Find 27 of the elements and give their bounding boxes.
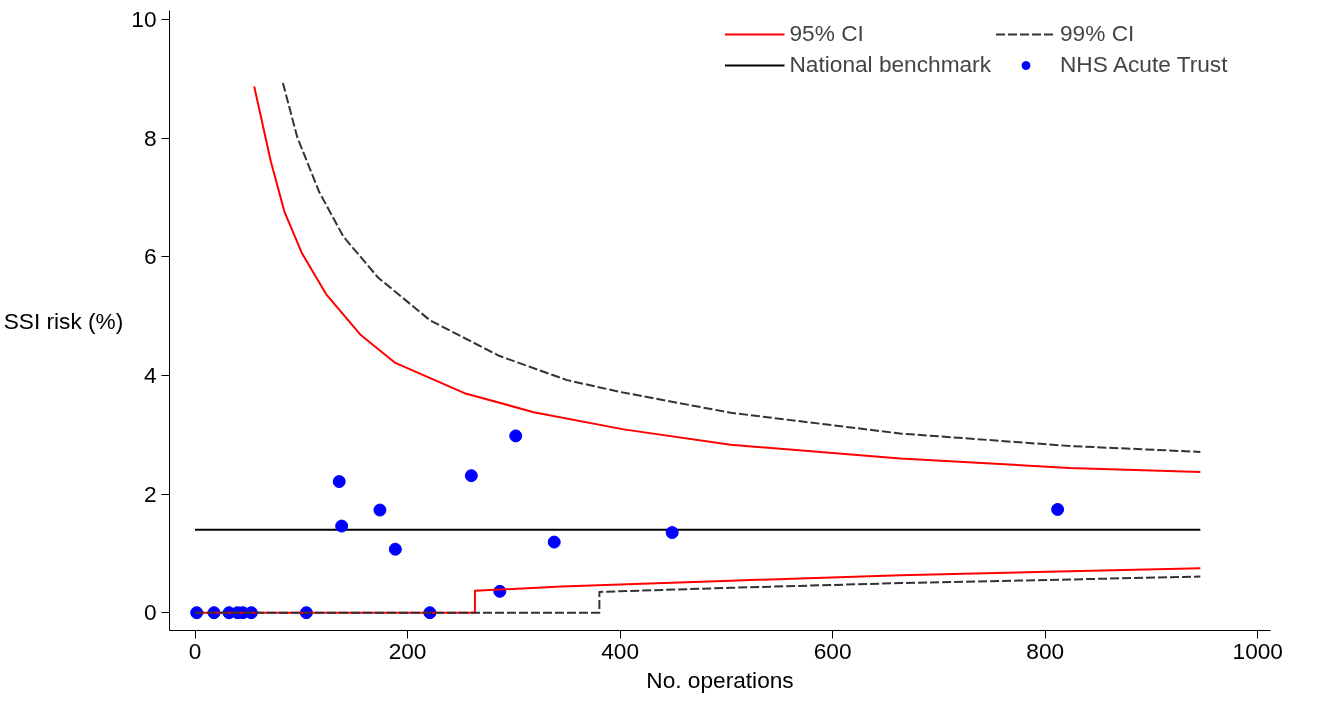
point <box>509 429 523 443</box>
point <box>665 526 679 540</box>
x-tick-label: 0 <box>188 637 202 664</box>
legend-label: National benchmark <box>789 51 991 78</box>
point <box>388 542 402 556</box>
x-tick-label: 600 <box>813 637 852 664</box>
x-tick-label: 1000 <box>1232 637 1283 664</box>
y-axis-title: SSI risk (%) <box>3 307 124 334</box>
point <box>332 475 346 489</box>
legend-label: 99% CI <box>1060 20 1136 47</box>
x-tick-label: 400 <box>601 637 640 664</box>
point <box>373 503 387 517</box>
y-tick-label: 6 <box>143 243 157 270</box>
x-axis-title: No. operations <box>646 666 794 693</box>
y-tick-label: 4 <box>143 361 157 388</box>
point <box>464 469 478 483</box>
x-tick-label: 200 <box>388 637 427 664</box>
x-tick-label: 800 <box>1026 637 1065 664</box>
y-tick-label: 0 <box>143 599 157 626</box>
y-tick-label: 8 <box>143 124 157 151</box>
point <box>335 519 349 533</box>
y-tick-label: 10 <box>131 5 157 32</box>
point <box>1051 502 1065 516</box>
legend-label: NHS Acute Trust <box>1060 51 1229 78</box>
y-tick-label: 2 <box>143 480 157 507</box>
legend-label: 95% CI <box>789 20 865 47</box>
point <box>547 535 561 549</box>
